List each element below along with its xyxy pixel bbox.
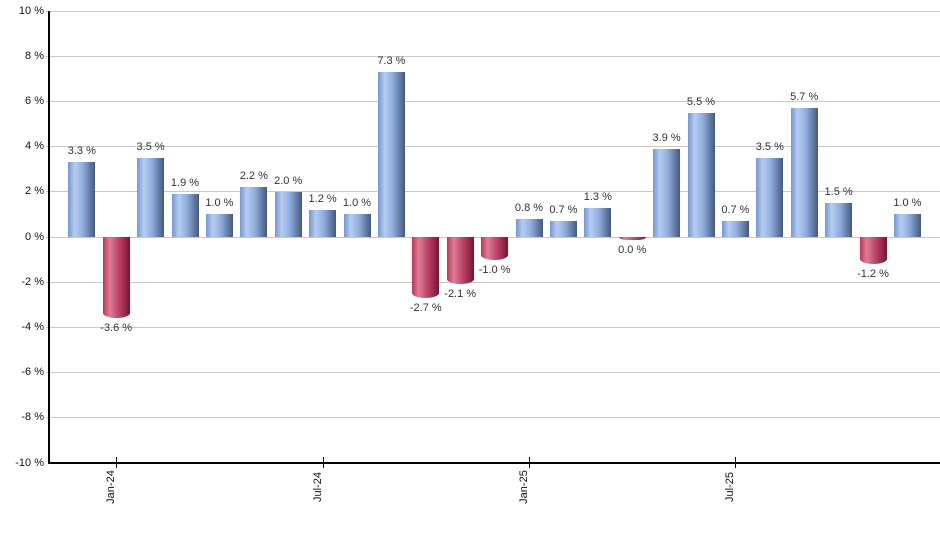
bar-value-label-Mar-25: 1.3 % xyxy=(583,190,612,203)
bar-value-label-Mar-24: 1.9 % xyxy=(170,177,200,190)
y-axis-tick-label: 6 % xyxy=(25,94,44,107)
bar-value-label-Jan-24: -3.6 % xyxy=(100,322,133,335)
bar-Nov-25 xyxy=(859,237,887,265)
bar-Aug-25 xyxy=(756,157,784,237)
y-axis-tick-label: 2 % xyxy=(25,185,44,198)
bar-value-label-Jun-24: 2.0 % xyxy=(274,174,303,187)
bar-value-label-Dec-25: 1.0 % xyxy=(893,197,922,210)
bar-value-label-Dec-23: 3.3 % xyxy=(67,145,96,158)
bar-Jun-25 xyxy=(687,112,715,237)
bar-Feb-25 xyxy=(549,221,577,237)
bar-Dec-23 xyxy=(68,162,96,237)
y-axis-line xyxy=(48,11,50,463)
y-axis-tick-label: 0 % xyxy=(25,230,44,243)
bar-value-label-Jun-25: 5.5 % xyxy=(686,95,716,108)
bar-Apr-24 xyxy=(205,214,233,237)
bar-May-24 xyxy=(240,187,268,237)
bar-value-label-May-25: 3.9 % xyxy=(652,131,681,144)
bar-Sep-24 xyxy=(377,72,405,237)
bar-Sep-25 xyxy=(790,108,818,237)
y-axis-tick-label: 4 % xyxy=(25,140,44,153)
gridline-2pct xyxy=(46,191,940,193)
bar-value-label-Jul-25: 0.7 % xyxy=(721,204,750,217)
y-axis-tick-label: -10 % xyxy=(15,456,44,469)
bar-Mar-24 xyxy=(171,194,199,237)
bar-value-label-Jan-25: 0.8 % xyxy=(514,201,544,214)
gridline-8pct xyxy=(46,55,940,57)
bar-value-label-Sep-24: 7.3 % xyxy=(377,55,406,68)
bar-value-label-May-24: 2.2 % xyxy=(239,170,268,183)
gridline-10pct xyxy=(46,10,940,12)
bar-value-label-Feb-24: 3.5 % xyxy=(136,140,165,153)
bar-value-label-Nov-24: -2.1 % xyxy=(444,288,477,301)
y-axis-tick-label: -8 % xyxy=(21,411,44,424)
bar-value-label-Dec-24: -1.0 % xyxy=(478,263,511,276)
x-axis-tick-Jan-24 xyxy=(116,457,118,468)
bar-value-label-Apr-24: 1.0 % xyxy=(205,197,234,210)
y-axis-tick-label: -6 % xyxy=(21,366,44,379)
bar-value-label-Sep-25: 5.7 % xyxy=(790,91,819,104)
bar-Jan-24 xyxy=(102,237,130,319)
y-axis-tick-label: -4 % xyxy=(21,320,44,333)
bar-value-label-Aug-25: 3.5 % xyxy=(755,140,784,153)
bar-Oct-24 xyxy=(412,237,440,299)
gridline-6pct xyxy=(46,100,940,102)
bar-Jun-24 xyxy=(274,191,302,237)
bar-Dec-25 xyxy=(893,214,921,237)
gridline--6pct xyxy=(46,372,940,374)
bar-Feb-24 xyxy=(137,157,165,237)
gridline--4pct xyxy=(46,326,940,328)
x-axis-tick-Jan-25 xyxy=(529,457,530,468)
bar-value-label-Apr-25: 0.0 % xyxy=(618,243,647,256)
y-axis-tick-label: -2 % xyxy=(21,275,44,288)
x-axis-tick-label-Jul-25: Jul-25 xyxy=(724,472,737,502)
x-axis-tick-Jul-24 xyxy=(322,457,324,468)
gridline--8pct xyxy=(46,417,940,419)
bar-value-label-Aug-24: 1.0 % xyxy=(342,197,372,210)
x-axis-tick-label-Jan-25: Jan-25 xyxy=(518,470,530,504)
bar-value-label-Oct-24: -2.7 % xyxy=(409,302,442,315)
bar-Dec-24 xyxy=(481,237,509,260)
bar-value-label-Feb-25: 0.7 % xyxy=(549,204,578,217)
bar-Apr-25 xyxy=(618,237,646,240)
gridline-4pct xyxy=(46,146,940,148)
x-axis-tick-label-Jul-24: Jul-24 xyxy=(311,472,324,502)
bar-Mar-25 xyxy=(584,207,612,237)
gridline--2pct xyxy=(46,281,940,283)
bar-Nov-24 xyxy=(446,237,474,285)
bar-value-label-Nov-25: -1.2 % xyxy=(857,268,889,281)
bar-value-label-Oct-25: 1.5 % xyxy=(824,186,853,199)
x-axis-tick-Jul-25 xyxy=(735,457,737,468)
bar-Aug-24 xyxy=(343,214,371,237)
x-axis-tick-label-Jan-24: Jan-24 xyxy=(105,470,118,504)
bar-Jan-25 xyxy=(515,218,543,237)
y-axis-tick-label: 8 % xyxy=(25,49,44,62)
x-axis-line xyxy=(48,462,940,464)
bar-Oct-25 xyxy=(825,203,853,237)
bar-Jul-24 xyxy=(309,209,337,237)
bar-Jul-25 xyxy=(721,221,749,237)
y-axis-tick-label: 10 % xyxy=(18,4,44,17)
bar-May-25 xyxy=(653,148,681,237)
bar-value-label-Jul-24: 1.2 % xyxy=(308,192,337,205)
